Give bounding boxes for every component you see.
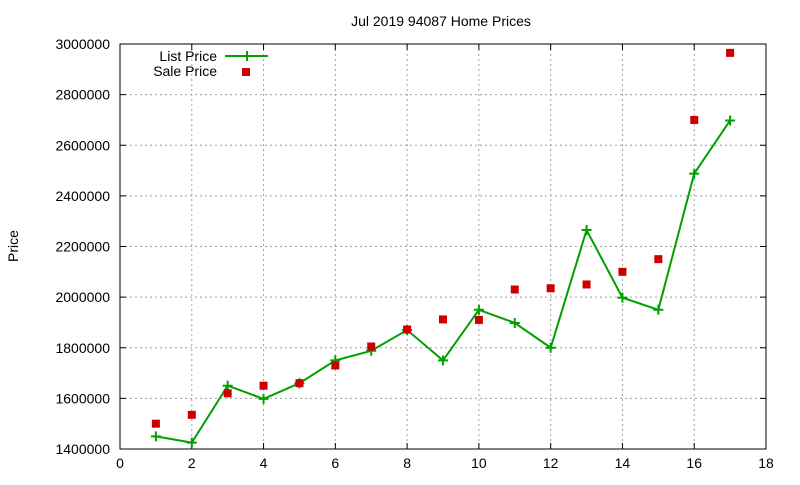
y-tick-label: 2600000 (55, 137, 110, 153)
x-tick-label: 4 (260, 455, 268, 471)
y-tick-label: 1400000 (55, 441, 110, 457)
data-point-sale-price (187, 410, 196, 419)
data-point-list-price (581, 225, 592, 236)
grid-layer (120, 44, 766, 449)
x-tick-label: 12 (543, 455, 559, 471)
data-point-sale-price (546, 284, 555, 293)
data-point-list-price (689, 168, 700, 179)
data-point-list-price (545, 342, 556, 353)
data-point-list-price (438, 355, 448, 366)
tick-layer: 0 2 4 6 8 10 12 14 16 18 1400000 1600000 1800000 2000… (55, 36, 774, 471)
data-point-sale-price (331, 361, 340, 370)
data-point-sale-price (151, 419, 160, 428)
x-tick-label: 16 (686, 455, 702, 471)
x-tick-label: 6 (331, 455, 339, 471)
legend-marker-sale-price (242, 68, 250, 76)
data-point-sale-price (295, 379, 304, 388)
y-tick-label: 3000000 (55, 36, 110, 52)
x-tick-label: 14 (615, 455, 631, 471)
data-point-list-price (222, 380, 233, 391)
y-tick-label: 2200000 (55, 239, 110, 255)
y-tick-label: 1800000 (55, 340, 110, 356)
data-point-sale-price (223, 389, 232, 398)
y-tick-label: 1600000 (55, 390, 110, 406)
data-point-sale-price (474, 315, 483, 324)
data-point-list-price (653, 304, 664, 315)
y-tick-label: 2400000 (55, 188, 110, 204)
legend-label-list-price: List Price (159, 48, 217, 64)
data-point-sale-price (726, 48, 735, 57)
legend: List Price Sale Price (153, 48, 268, 79)
y-tick-label: 2800000 (55, 87, 110, 103)
data-point-list-price (725, 115, 736, 126)
chart-title: Jul 2019 94087 Home Prices (351, 13, 531, 29)
data-point-sale-price (582, 280, 591, 289)
data-point-sale-price (618, 267, 627, 276)
x-tick-label: 10 (471, 455, 487, 471)
legend-label-sale-price: Sale Price (153, 63, 217, 79)
data-point-sale-price (259, 381, 268, 390)
data-point-sale-price (439, 315, 447, 324)
x-tick-label: 2 (188, 455, 196, 471)
data-point-list-price (150, 431, 161, 442)
y-tick-label: 2000000 (55, 289, 110, 305)
legend-marker-list-price (242, 51, 252, 61)
data-point-sale-price (690, 115, 699, 124)
data-point-sale-price (654, 255, 663, 264)
series-line-list-price (155, 119, 731, 444)
x-tick-label: 0 (116, 455, 124, 471)
data-point-sale-price (510, 285, 519, 294)
series-layer (150, 48, 736, 448)
data-point-list-price (473, 304, 484, 315)
data-point-list-price (258, 393, 269, 404)
data-point-list-price (617, 292, 628, 303)
data-point-list-price (186, 437, 197, 448)
data-point-sale-price (367, 342, 376, 351)
y-axis-label: Price (5, 230, 21, 262)
data-point-sale-price (403, 325, 412, 334)
x-tick-label: 8 (403, 455, 411, 471)
data-point-list-price (509, 317, 520, 328)
x-tick-label: 18 (758, 455, 774, 471)
